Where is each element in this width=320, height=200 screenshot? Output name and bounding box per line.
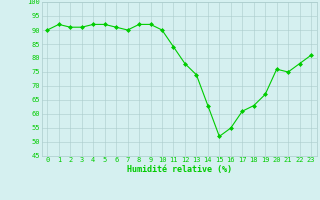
X-axis label: Humidité relative (%): Humidité relative (%): [127, 165, 232, 174]
